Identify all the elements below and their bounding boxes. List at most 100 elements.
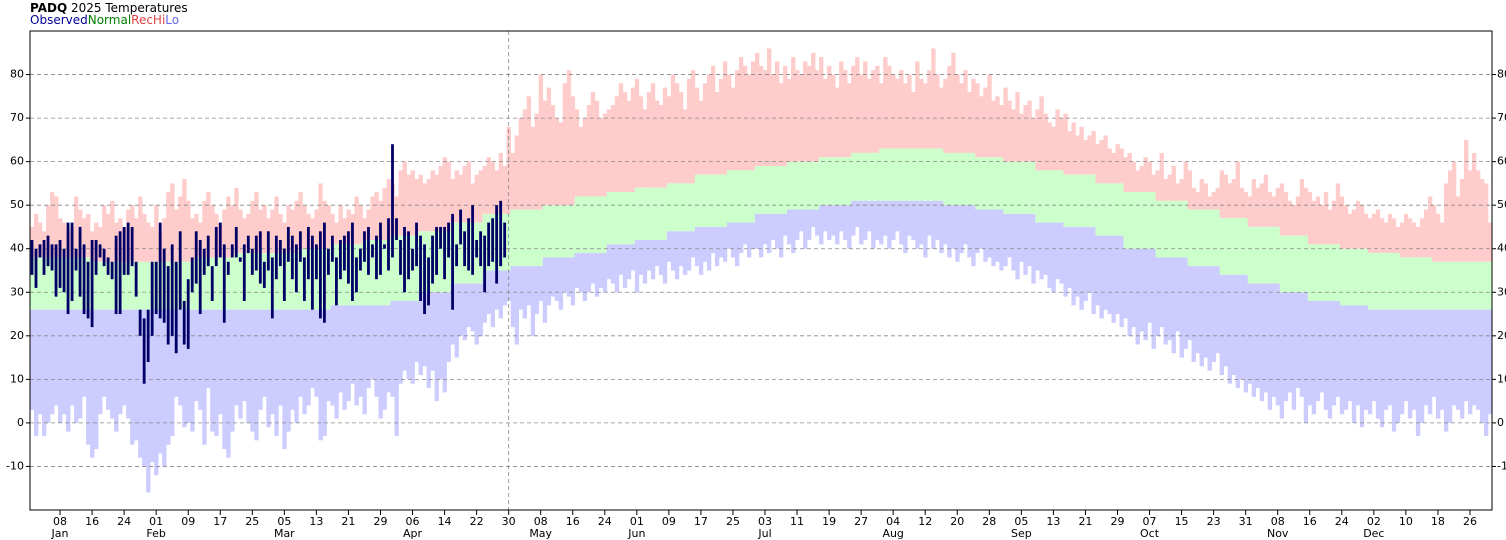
record-high-bar [951,52,956,153]
record-high-bar [546,87,552,206]
record-low-bar [278,309,283,406]
record-high-bar [606,109,612,193]
normal-bar [1303,235,1309,293]
normal-bar [1003,161,1008,214]
record-low-bar [202,309,207,445]
record-high-bar [919,78,924,149]
normal-bar [726,170,732,223]
record-high-bar [1175,183,1180,201]
record-high-bar [666,96,672,184]
record-low-bar [434,292,439,402]
y-tick-label: 80 [1497,68,1506,81]
observed-bar [198,240,202,315]
normal-bar [438,231,443,293]
normal-bar [907,148,912,201]
observed-bar [178,231,182,310]
normal-bar [1055,170,1060,223]
normal-bar [702,174,708,227]
normal-bar [1403,257,1409,310]
record-low-bar [923,200,928,258]
record-high-bar [310,218,315,249]
record-low-bar [690,231,696,258]
record-high-bar [883,57,888,149]
normal-bar [963,152,968,206]
normal-bar [558,205,564,258]
record-low-bar [1131,248,1136,328]
normal-bar [1387,253,1393,310]
record-high-bar [386,179,391,241]
record-high-bar [1463,139,1469,262]
record-high-bar [610,105,616,193]
record-high-bar [174,209,179,262]
record-low-bar [859,200,864,245]
normal-bar [1259,226,1265,284]
record-high-bar [991,100,996,158]
record-high-bar [162,218,167,262]
record-high-bar [1143,157,1148,193]
record-high-bar [354,196,359,245]
record-high-bar [1015,91,1020,162]
normal-bar [975,157,980,210]
record-high-bar [1191,187,1196,210]
record-low-bar [150,309,155,463]
record-low-bar [847,205,852,249]
record-low-bar [146,309,151,493]
record-high-bar [1471,152,1477,262]
normal-bar [1423,257,1429,310]
x-tick-label: 16 [1303,515,1317,528]
observed-bar [78,226,82,297]
observed-bar [250,248,254,275]
record-high-bar [1383,222,1389,254]
normal-bar [654,187,660,241]
observed-bar [290,235,294,280]
record-low-bar [959,205,964,254]
observed-bar [310,235,314,310]
observed-bar [138,309,142,336]
normal-bar [979,157,984,210]
normal-bar [787,161,792,210]
record-high-bar [1311,200,1317,245]
record-low-bar [919,200,924,245]
normal-bar [1283,235,1289,293]
normal-bar [202,257,207,310]
normal-bar [1079,174,1084,227]
record-low-bar [1115,235,1120,315]
normal-bar [610,192,616,245]
record-low-bar [1263,283,1269,393]
x-tick-label: 07 [1143,515,1157,528]
normal-bar [510,209,516,267]
record-high-bar [1171,165,1176,201]
record-low-bar [314,309,319,397]
observed-bar [122,226,126,275]
normal-bar [1267,226,1273,284]
record-low-bar [931,200,936,249]
record-low-bar [458,283,463,336]
normal-bar [394,235,399,301]
record-low-bar [270,309,275,415]
record-high-bar [134,218,139,262]
record-high-bar [1375,209,1381,254]
record-high-bar [1351,209,1357,249]
normal-bar [799,161,804,210]
record-high-bar [1275,187,1281,227]
normal-bar [414,235,419,301]
x-tick-label: 10 [1399,515,1413,528]
record-high-bar [510,152,516,210]
record-high-bar [1475,170,1481,262]
record-low-bar [526,266,532,306]
observed-bar [439,226,442,249]
record-low-bar [746,222,752,258]
normal-bar [903,148,908,201]
record-high-bar [562,83,568,206]
record-low-bar [634,240,640,293]
normal-bar [1323,244,1329,301]
normal-bar [1139,192,1144,249]
record-high-bar [734,70,740,171]
record-high-bar [250,200,255,254]
normal-bar [630,192,636,245]
record-high-bar [1427,196,1433,258]
normal-bar [1275,226,1281,284]
record-low-bar [1487,309,1493,415]
normal-bar [1271,226,1277,284]
observed-bar [186,279,190,349]
